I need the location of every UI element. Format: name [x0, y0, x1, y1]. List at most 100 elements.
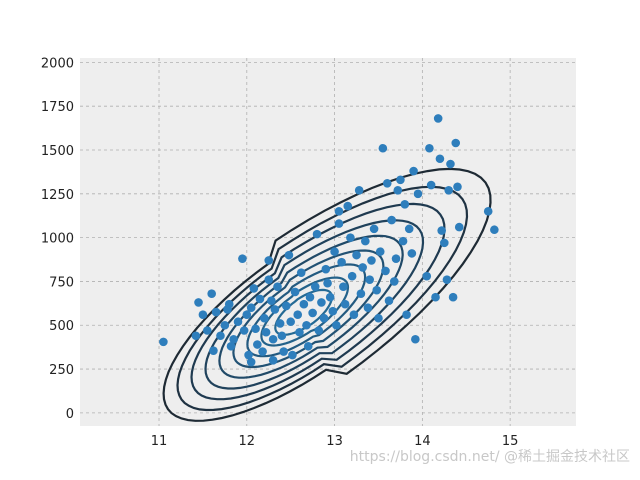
data-point — [437, 226, 446, 235]
watermark: https://blog.csdn.net/ @稀土掘金技术社区 — [349, 449, 630, 465]
data-point — [374, 313, 383, 323]
data-point — [387, 215, 396, 225]
data-point — [393, 186, 403, 195]
data-point — [356, 289, 366, 298]
data-point — [290, 287, 300, 297]
data-point — [384, 296, 394, 306]
data-point — [293, 310, 303, 320]
x-tick-label: 13 — [326, 434, 343, 449]
data-point — [431, 292, 440, 302]
data-point — [391, 254, 401, 263]
data-point — [378, 143, 388, 153]
data-point — [448, 292, 458, 302]
y-tick-label: 2000 — [41, 56, 74, 71]
x-axis-ticks: 11 12 13 14 15 — [151, 434, 519, 449]
y-tick-label: 1500 — [41, 144, 74, 159]
data-point — [328, 306, 338, 316]
data-point — [242, 310, 252, 320]
y-tick-label: 1750 — [41, 100, 74, 115]
data-point — [483, 207, 493, 216]
x-tick-label: 14 — [414, 434, 431, 449]
data-point — [453, 182, 462, 192]
data-point — [446, 159, 455, 169]
y-tick-label: 500 — [49, 319, 74, 334]
data-point — [273, 282, 282, 291]
data-point — [319, 313, 329, 323]
data-point — [233, 317, 243, 327]
data-point — [275, 319, 285, 328]
data-point — [454, 222, 464, 232]
data-point — [198, 310, 208, 320]
data-point — [261, 327, 271, 337]
data-point — [346, 233, 355, 242]
data-point — [282, 301, 291, 311]
data-point — [251, 324, 260, 334]
data-point — [361, 236, 370, 246]
density-contour-line — [232, 249, 385, 369]
y-axis-ticks: 0 250 500 750 1000 1250 1500 1750 2000 — [41, 56, 74, 421]
data-point — [249, 284, 259, 293]
data-point — [310, 282, 320, 291]
data-point — [413, 189, 423, 199]
data-point — [296, 268, 306, 277]
data-point — [314, 326, 324, 335]
data-point — [267, 296, 276, 306]
data-point — [352, 250, 361, 260]
data-point — [244, 350, 253, 360]
data-point — [238, 254, 247, 263]
data-point — [349, 310, 359, 320]
data-point — [433, 114, 443, 123]
data-point — [246, 303, 256, 313]
data-point — [337, 257, 346, 267]
data-point — [442, 275, 452, 284]
data-point — [398, 236, 408, 246]
data-point — [239, 326, 249, 335]
data-point — [375, 247, 385, 256]
data-point — [330, 247, 339, 256]
data-point — [369, 224, 379, 234]
data-point — [159, 337, 168, 347]
data-point — [220, 320, 230, 330]
data-point — [191, 331, 201, 341]
data-point — [354, 186, 364, 195]
data-point — [367, 256, 376, 265]
data-point — [260, 313, 269, 323]
data-point — [284, 250, 294, 260]
x-tick-label: 15 — [502, 434, 519, 449]
data-point — [389, 277, 399, 286]
data-point — [339, 282, 348, 291]
data-point — [226, 341, 236, 351]
data-point — [426, 180, 436, 190]
data-point — [451, 138, 461, 148]
data-point — [407, 249, 417, 258]
data-point — [279, 347, 288, 356]
data-point — [334, 219, 344, 228]
density-contour-line — [204, 219, 425, 390]
data-point — [396, 175, 405, 185]
data-point — [363, 303, 373, 313]
data-point — [382, 178, 392, 188]
data-point — [409, 166, 418, 176]
data-point — [277, 331, 287, 341]
data-point — [323, 278, 332, 288]
data-point — [246, 357, 256, 367]
data-point — [202, 326, 212, 335]
y-tick-label: 1250 — [41, 188, 74, 203]
data-point — [365, 275, 374, 284]
data-point — [224, 299, 234, 309]
data-point — [444, 186, 454, 195]
data-point — [332, 320, 341, 330]
density-contour-line — [218, 234, 404, 379]
data-point — [308, 308, 317, 318]
data-point — [440, 238, 449, 248]
grid-lines — [80, 58, 576, 426]
data-point — [402, 310, 411, 320]
data-point — [194, 298, 203, 307]
data-points — [159, 114, 499, 367]
data-point — [425, 143, 434, 153]
data-point — [411, 334, 420, 344]
data-point — [404, 224, 414, 234]
data-point — [209, 346, 218, 355]
data-point — [207, 289, 216, 298]
